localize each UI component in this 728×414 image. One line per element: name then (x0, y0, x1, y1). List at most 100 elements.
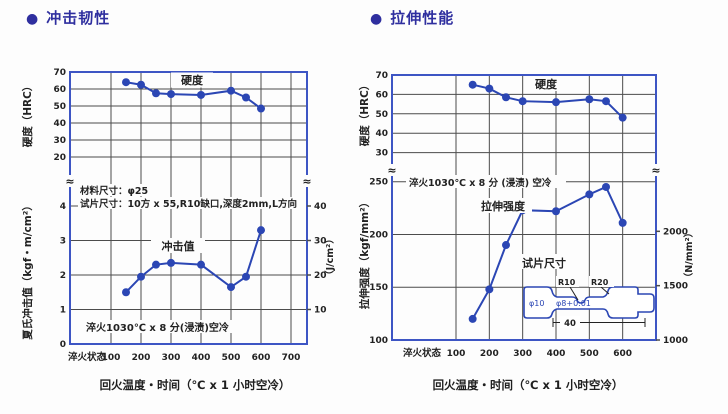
x-tick-label: 200 (480, 349, 499, 359)
data-point (552, 207, 560, 216)
annotation-bg (78, 184, 160, 196)
series-label-bg (171, 72, 213, 88)
y-tick-label: 70 (375, 71, 388, 81)
y-tick-label: 100 (369, 336, 388, 346)
y-tick-label: 250 (369, 178, 388, 188)
series-label-bg (151, 238, 205, 253)
annotation: 材料尺寸：φ25 (79, 185, 148, 197)
y-axis-label-bottom: 拉伸强度（kgf/mm²） (358, 197, 371, 309)
x-tick-label: 300 (513, 349, 532, 359)
bullet-icon: ● (26, 11, 40, 27)
x-tick-label: 200 (132, 353, 151, 363)
series-label: 硬度 (181, 73, 204, 87)
data-point (137, 272, 145, 281)
specimen-label-r20: R20 (591, 278, 609, 287)
y-tick-label: 200 (369, 230, 388, 240)
data-point (197, 260, 205, 269)
specimen-drawing (523, 286, 655, 319)
x-tick-label: 400 (192, 353, 211, 363)
data-point (257, 226, 265, 235)
right-tick-label: 10 (314, 306, 327, 316)
section-title-impact: ● 冲击韧性 (26, 7, 110, 28)
section-title-tensile: ● 拉伸性能 (370, 7, 454, 28)
data-point (122, 78, 130, 87)
axis-break-bg (65, 175, 75, 187)
section-title-impact-text: 冲击韧性 (46, 9, 111, 27)
right-tick-label: 2000 (663, 227, 688, 237)
specimen-label-length: 40 (564, 319, 576, 329)
data-point (242, 272, 250, 281)
y-tick-label: 50 (53, 102, 66, 112)
specimen-label-bg (556, 276, 579, 287)
data-point (602, 97, 610, 106)
series-label: 硬度 (535, 77, 558, 91)
specimen-label-r10: R10 (558, 278, 576, 287)
axis-break-icon: ≈ (65, 175, 74, 188)
x-axis-title-tensile: 回火温度・时间（℃ x 1 小时空冷） (432, 378, 624, 392)
x-tick-label: 500 (222, 353, 241, 363)
y-tick-label: 70 (53, 68, 66, 78)
data-point (618, 113, 627, 122)
specimen-label-d8: φ8+0.01 (556, 299, 591, 308)
data-point (585, 95, 594, 104)
y-tick-label: 0 (60, 340, 66, 350)
data-point (468, 314, 477, 323)
right-tick-label: 30 (314, 237, 327, 247)
x-axis-title-impact: 回火温度・时间（℃ x 1 小时空冷） (99, 378, 291, 392)
data-point (152, 89, 160, 98)
series-label: 冲击值 (162, 239, 195, 253)
axis-break-bg (387, 164, 397, 176)
axis-break-bg (651, 164, 661, 176)
y-tick-label: 60 (53, 85, 66, 95)
data-point (122, 288, 130, 297)
right-tick-label: 40 (314, 202, 327, 212)
y-tick-label: 3 (60, 237, 66, 247)
data-point (602, 182, 610, 191)
series-label: 拉伸强度 (481, 199, 526, 213)
data-point (552, 98, 560, 107)
x-tick-label: 700 (282, 353, 301, 363)
specimen-label-d10: φ10 (529, 299, 544, 308)
y-tick-label: 50 (375, 110, 388, 120)
data-point (618, 218, 627, 227)
data-point (585, 190, 594, 199)
x-tick-label: 600 (613, 349, 632, 359)
data-point (167, 258, 175, 267)
plot-border (69, 71, 308, 345)
specimen-label-bg (560, 316, 580, 328)
x-tick-label: 600 (252, 353, 271, 363)
x-tick-label: 100 (447, 349, 466, 359)
series-label-bg (526, 76, 566, 91)
y-tick-label: 40 (53, 119, 66, 129)
data-point (468, 80, 477, 89)
y-tick-label: 60 (375, 90, 388, 100)
specimen-label-bg (589, 276, 614, 287)
data-point (197, 90, 205, 99)
data-point (242, 93, 250, 102)
annotation-bg (78, 197, 306, 209)
y-tick-label: 20 (53, 153, 66, 163)
x-tick-label: 400 (547, 349, 566, 359)
annotation-bg (84, 320, 240, 333)
x-origin-label: 淬火状态 (68, 351, 107, 363)
axis-break-bg (302, 175, 312, 187)
y-tick-label: 4 (60, 202, 66, 212)
annotation-bg (520, 254, 572, 269)
annotation: 试片尺寸 (522, 256, 566, 270)
x-tick-label: 300 (162, 353, 181, 363)
specimen-leader-line (569, 286, 579, 301)
data-point (257, 104, 265, 113)
y-axis-label-top: 硬度（HRC） (21, 81, 34, 148)
data-point (502, 93, 510, 102)
data-point (518, 97, 527, 106)
data-point (485, 84, 494, 93)
data-point (152, 260, 160, 269)
right-tick-label: 1500 (663, 282, 688, 292)
data-point (167, 90, 175, 99)
y-tick-label: 150 (369, 283, 388, 293)
y-axis-label-bottom: 夏氏冲击值（kgf・m/cm²） (21, 200, 34, 341)
annotation: 试片尺寸：10方 x 55,R10缺口,深度2mm,L方向 (80, 198, 297, 210)
x-tick-label: 100 (102, 353, 121, 363)
right-tick-label: 1000 (663, 336, 688, 346)
